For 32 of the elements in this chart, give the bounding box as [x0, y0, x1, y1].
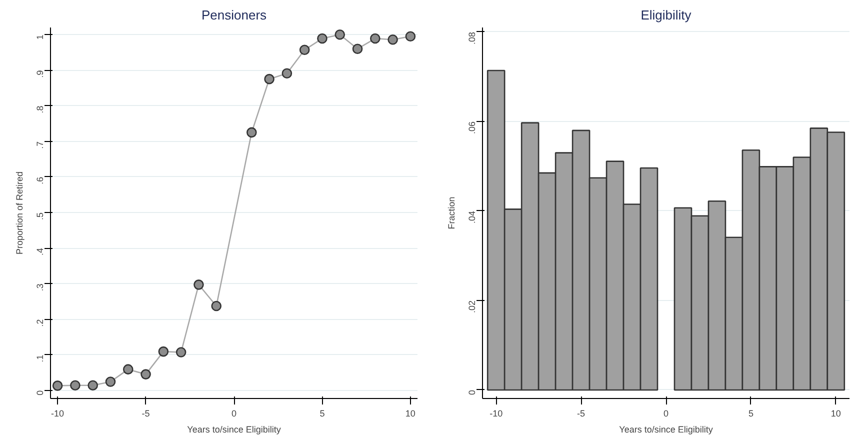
y-tick-label: .4: [35, 248, 45, 256]
x-tick-label: -10: [490, 408, 503, 418]
chart-title: Eligibility: [640, 8, 692, 22]
x-tick-label: 10: [830, 408, 841, 418]
x-axis-title: Years to/since Eligibility: [187, 424, 282, 434]
x-tick-label: 5: [748, 408, 754, 418]
x-tick-label: 0: [663, 408, 669, 418]
y-tick-label: 1: [35, 34, 45, 40]
x-tick-label: 0: [231, 408, 237, 418]
x-tick-label: -5: [142, 408, 150, 418]
y-tick-label: .02: [467, 300, 477, 314]
y-tick-label: .2: [35, 319, 45, 327]
y-tick-label: .1: [35, 354, 45, 362]
chart-title: Pensioners: [201, 8, 268, 22]
y-tick-label: 0: [467, 390, 477, 395]
x-tick-label: -10: [51, 408, 64, 418]
y-tick-label: .8: [35, 106, 45, 114]
y-tick-label: .08: [467, 32, 477, 44]
y-tick-label: .3: [35, 284, 45, 292]
x-tick-label: 5: [320, 408, 325, 418]
y-tick-label: .7: [35, 141, 45, 149]
y-tick-label: .04: [467, 210, 477, 224]
x-axis-title: Years to/since Eligibility: [619, 424, 714, 434]
y-tick-label: .6: [35, 176, 45, 184]
y-axis-title: Proportion of Retired: [14, 171, 24, 255]
y-axis-title: Fraction: [446, 196, 456, 230]
y-tick-label: .06: [467, 121, 477, 134]
x-tick-label: 10: [405, 408, 416, 418]
y-tick-label: .5: [35, 212, 45, 220]
y-tick-label: 0: [35, 390, 45, 396]
y-tick-label: .9: [35, 70, 45, 78]
x-tick-label: -5: [577, 408, 586, 418]
